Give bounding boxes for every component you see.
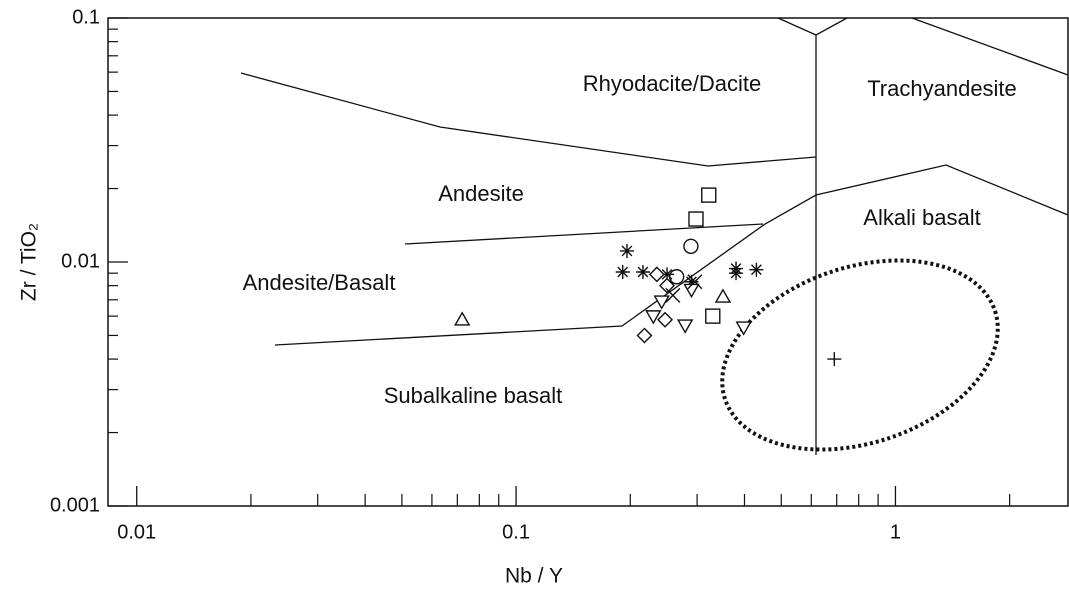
point-group bbox=[660, 267, 675, 282]
point bbox=[615, 264, 630, 279]
point-group bbox=[659, 277, 676, 294]
point bbox=[688, 211, 704, 227]
point bbox=[687, 274, 703, 290]
field-label: Rhyodacite/Dacite bbox=[583, 71, 762, 96]
point-group bbox=[676, 319, 694, 334]
x-tick-label: 0.01 bbox=[117, 521, 156, 543]
point-group bbox=[687, 274, 703, 290]
field-label: Subalkaline basalt bbox=[384, 383, 563, 408]
point bbox=[453, 311, 471, 326]
boundary-line bbox=[240, 72, 817, 167]
point-group bbox=[683, 238, 699, 254]
point bbox=[645, 310, 662, 325]
point bbox=[735, 321, 752, 336]
point-group bbox=[648, 266, 665, 283]
x-tick-label: 1 bbox=[890, 521, 901, 543]
field-boundaries bbox=[240, 17, 1069, 455]
point bbox=[635, 264, 650, 279]
point bbox=[659, 277, 676, 294]
point-group bbox=[635, 264, 650, 279]
point-group bbox=[619, 243, 634, 258]
point-group bbox=[735, 321, 752, 336]
point bbox=[729, 266, 744, 281]
point bbox=[648, 266, 665, 283]
point-group bbox=[683, 283, 700, 299]
point bbox=[683, 238, 699, 254]
y-tick-label: 0.001 bbox=[50, 494, 100, 516]
point bbox=[714, 288, 732, 303]
point-group bbox=[701, 187, 717, 203]
point-group bbox=[705, 308, 721, 324]
point-group bbox=[684, 274, 699, 289]
point bbox=[684, 274, 699, 289]
point-group bbox=[668, 269, 685, 285]
x-tick-label: 0.1 bbox=[502, 521, 530, 543]
point bbox=[665, 287, 681, 303]
point bbox=[668, 269, 685, 285]
point-group bbox=[645, 310, 662, 325]
boundary-line bbox=[911, 17, 1069, 76]
x-axis-title: Nb / Y bbox=[505, 565, 563, 588]
point-group bbox=[729, 266, 744, 281]
point-group bbox=[653, 295, 670, 310]
point bbox=[827, 352, 842, 367]
point-group bbox=[615, 264, 630, 279]
point-group bbox=[636, 327, 653, 344]
field-label: Andesite bbox=[438, 181, 524, 206]
boundary-line bbox=[777, 17, 848, 36]
point-group bbox=[657, 311, 674, 328]
point bbox=[657, 311, 674, 328]
point-group bbox=[453, 311, 471, 326]
boundary-line bbox=[404, 223, 764, 245]
y-tick-label: 0.1 bbox=[72, 6, 100, 28]
boundary-line bbox=[274, 164, 1069, 346]
field-label: Trachyandesite bbox=[867, 76, 1017, 101]
point bbox=[683, 283, 700, 299]
dotted-ellipse bbox=[720, 258, 1000, 452]
point bbox=[619, 243, 634, 258]
y-tick-label: 0.01 bbox=[61, 250, 100, 272]
point bbox=[653, 295, 670, 310]
y-axis-title: Zr / TiO₂ bbox=[18, 223, 41, 301]
point bbox=[705, 308, 721, 324]
point-group bbox=[714, 288, 732, 303]
field-label: Andesite/Basalt bbox=[243, 270, 396, 295]
point bbox=[636, 327, 653, 344]
point bbox=[749, 262, 764, 277]
field-label: Alkali basalt bbox=[863, 205, 980, 230]
point bbox=[660, 267, 675, 282]
point-group bbox=[665, 287, 681, 303]
point bbox=[676, 319, 694, 334]
point-group bbox=[827, 352, 842, 367]
point-group bbox=[688, 211, 704, 227]
point bbox=[701, 187, 717, 203]
point-group bbox=[749, 262, 764, 277]
